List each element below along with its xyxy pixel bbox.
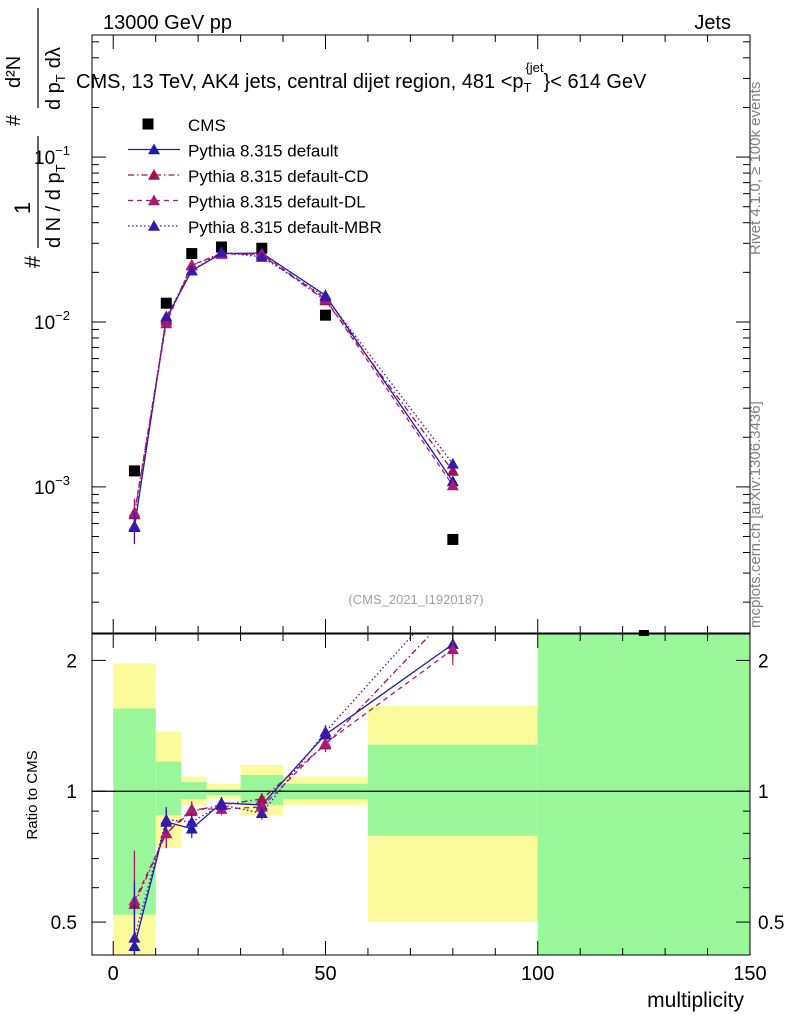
ratio-series-point — [185, 815, 198, 827]
main-ylabel: # 1 d N / d pT # d²N d pTdλ — [3, 8, 68, 268]
main-series-line — [133, 252, 454, 528]
main-series-point — [255, 250, 268, 262]
rivet-label: Rivet 4.1.0, ≥ 100k events — [747, 82, 764, 255]
legend-entry-label: Pythia 8.315 default — [188, 142, 339, 161]
main-panel-frame — [91, 34, 751, 634]
y-tick-label-ratio: 2 — [66, 651, 77, 672]
y-tick-label-ratio: 1 — [66, 782, 77, 803]
legend-entry-label: Pythia 8.315 default-CD — [188, 167, 369, 186]
main-series-point — [160, 310, 173, 322]
ratio-series-point — [160, 813, 173, 825]
ratio-series-point — [319, 725, 332, 737]
x-tick-label: 0 — [108, 963, 119, 985]
ratio-series-point — [215, 798, 228, 810]
header-right: Jets — [694, 12, 731, 34]
x-tick-label: 50 — [314, 963, 336, 985]
x-tick-label: 100 — [521, 963, 554, 985]
legend-marker — [148, 169, 160, 180]
y-tick-label-ratio-right: 0.5 — [758, 913, 784, 934]
legend-marker — [148, 194, 160, 206]
ratio-band-green — [367, 744, 538, 836]
legend-marker — [148, 220, 160, 231]
x-axis-label: multiplicity — [647, 989, 744, 1012]
cms-data-point — [160, 297, 172, 309]
svg-text:1: 1 — [10, 202, 35, 214]
main-title: CMS, 13 TeV, AK4 jets, central dijet reg… — [76, 60, 647, 95]
y-tick-label-main: 10−2 — [34, 308, 70, 334]
main-series-point — [446, 464, 459, 476]
cms-data-point — [319, 309, 331, 321]
ratio-band-green — [181, 782, 207, 799]
ratio-panel-frame — [91, 633, 751, 956]
ratio-series-point — [319, 737, 332, 748]
main-series-point — [185, 258, 198, 270]
ratio-series-point — [446, 643, 459, 655]
cms-overflow-marker — [638, 630, 649, 636]
legend-entry-label: Pythia 8.315 default-DL — [188, 193, 366, 212]
main-series-point — [446, 479, 459, 491]
main-series-point — [128, 519, 141, 531]
ratio-series-point — [185, 803, 198, 814]
svg-text:d pTdλ: d pTdλ — [43, 47, 68, 110]
ratio-band-green — [537, 634, 750, 955]
y-tick-label-main: 10−1 — [34, 143, 70, 169]
legend-entry-label: CMS — [188, 116, 226, 135]
main-series-line — [133, 252, 454, 515]
main-series-point — [446, 457, 459, 469]
mcplots-label: mcplots.cern.ch [arXiv:1306.3436] — [747, 401, 764, 628]
y-tick-label-ratio: 0.5 — [51, 913, 77, 934]
ratio-series-point — [255, 807, 268, 819]
cms-data-point — [128, 465, 140, 477]
legend-entry-label: Pythia 8.315 default-MBR — [188, 218, 382, 237]
main-series-point — [319, 290, 332, 302]
main-series-point — [128, 506, 141, 518]
main-series-point — [160, 317, 173, 329]
analysis-watermark: (CMS_2021_I1920187) — [348, 592, 483, 607]
ratio-ylabel: Ratio to CMS — [24, 750, 41, 839]
main-series-line — [133, 253, 454, 513]
svg-text:d N / d pT: d N / d pT — [43, 164, 68, 248]
main-series-point — [215, 246, 228, 257]
main-series-point — [185, 264, 198, 276]
svg-text:d²N: d²N — [3, 56, 25, 88]
ratio-band-green — [206, 789, 241, 796]
y-tick-label-ratio-right: 1 — [758, 782, 769, 803]
x-tick-label: 150 — [733, 963, 766, 985]
header-left: 13000 GeV pp — [103, 12, 232, 34]
y-tick-label-ratio-right: 2 — [758, 651, 769, 672]
legend-marker — [148, 143, 160, 155]
ratio-band-green — [155, 761, 182, 816]
svg-text:#: # — [20, 255, 45, 268]
ratio-series-point — [255, 792, 268, 804]
main-series-line — [133, 251, 454, 526]
cms-data-point — [186, 248, 198, 260]
ratio-series-point — [128, 931, 141, 943]
y-tick-label-main: 10−3 — [34, 473, 70, 499]
svg-text:#: # — [3, 114, 25, 126]
legend-marker-cms — [142, 118, 154, 130]
cms-data-point — [447, 533, 459, 545]
legend: CMS Pythia 8.315 default Pythia 8.315 defa… — [128, 116, 382, 237]
